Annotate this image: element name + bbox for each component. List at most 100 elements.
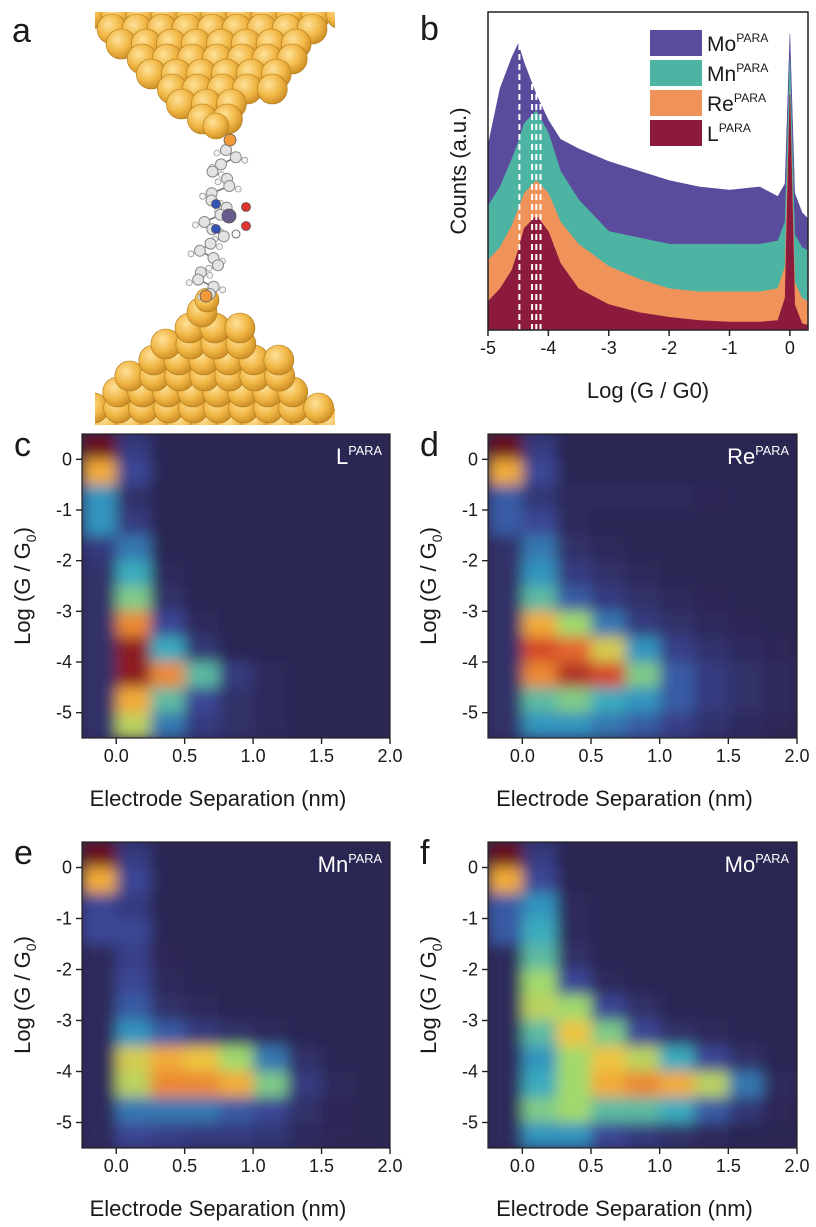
heatmap-cell bbox=[253, 995, 288, 1022]
heatmap-cell bbox=[218, 586, 254, 612]
heatmap-cell bbox=[728, 969, 764, 996]
y-tick-label: -1 bbox=[56, 909, 72, 929]
gold-atom bbox=[202, 112, 230, 140]
heatmap-cell bbox=[488, 662, 523, 688]
legend-label: MnPARA bbox=[707, 61, 769, 86]
heatmap-cell bbox=[287, 944, 323, 971]
heatmap-cell bbox=[116, 662, 152, 688]
heatmap-cell bbox=[150, 535, 186, 562]
x-tick-label: 0.5 bbox=[172, 1156, 197, 1176]
heatmap-cell bbox=[116, 1122, 152, 1148]
y-tick-label: -2 bbox=[462, 551, 478, 571]
y-tick-label: -5 bbox=[462, 1113, 478, 1133]
heatmap-cell bbox=[556, 893, 592, 920]
heatmap-cell bbox=[694, 510, 729, 536]
heatmap-cell bbox=[321, 712, 357, 738]
x-tick-label: 0.0 bbox=[510, 746, 535, 766]
heatmap-cell bbox=[184, 1071, 220, 1098]
molecular-junction-image bbox=[95, 12, 335, 425]
heatmap-cell bbox=[694, 687, 729, 714]
panel-inset-label-sup: PARA bbox=[348, 443, 382, 458]
heatmap-cell bbox=[728, 1122, 764, 1148]
heatmap-cell bbox=[82, 687, 117, 714]
heatmap-cell bbox=[625, 459, 661, 486]
heatmap-cell bbox=[287, 842, 323, 869]
heatmap-cell bbox=[694, 636, 729, 663]
panel-inset-label: LPARA bbox=[336, 443, 383, 469]
heatmap-cells bbox=[82, 842, 390, 1148]
heatmap-cell bbox=[321, 459, 357, 486]
x-tick-label: 1.0 bbox=[241, 1156, 266, 1176]
heatmap-cell bbox=[488, 535, 523, 562]
y-axis-label-end: ) bbox=[10, 527, 35, 534]
heatmap-cell bbox=[625, 1071, 661, 1098]
heatmap-cell bbox=[184, 484, 220, 511]
heatmap-cell bbox=[625, 1046, 661, 1073]
y-tick-label: -3 bbox=[462, 601, 478, 621]
heatmap-cell bbox=[287, 510, 323, 536]
heatmap-cell bbox=[694, 944, 729, 971]
heatmap-cell bbox=[253, 510, 288, 536]
heatmap-cell bbox=[150, 1122, 186, 1148]
heatmap-cell bbox=[116, 535, 152, 562]
heatmap-cell bbox=[762, 893, 797, 920]
heatmap-cell bbox=[659, 434, 695, 460]
heatmap-cell bbox=[488, 636, 523, 663]
heatmap-cell bbox=[287, 484, 323, 511]
heatmap-cell bbox=[762, 1046, 797, 1073]
heatmap-cell bbox=[184, 1020, 220, 1047]
heatmap-cell bbox=[355, 611, 390, 638]
panel-inset-label-base: Mo bbox=[725, 852, 756, 877]
hetero-atom bbox=[241, 221, 251, 231]
heatmap-cell bbox=[184, 636, 220, 663]
heatmap-cell bbox=[488, 995, 523, 1022]
heatmap-cell bbox=[82, 944, 117, 971]
heatmap-cell bbox=[287, 535, 323, 562]
heatmap-cell bbox=[184, 1046, 220, 1073]
heatmap-cell bbox=[488, 484, 523, 511]
heatmap-cell bbox=[591, 687, 626, 714]
heatmap-cell bbox=[762, 560, 797, 587]
heatmap-cell bbox=[321, 636, 357, 663]
heatmap-cell bbox=[625, 636, 661, 663]
plot-frame bbox=[487, 11, 809, 331]
x-tick-label: 2.0 bbox=[377, 1156, 402, 1176]
heatmap bbox=[488, 842, 797, 1148]
heatmap-cell bbox=[694, 535, 729, 562]
heatmap-cell bbox=[116, 611, 152, 638]
heatmap-cell bbox=[762, 918, 797, 945]
heatmap-cell bbox=[659, 687, 695, 714]
heatmap-cell bbox=[659, 893, 695, 920]
heatmap-cell bbox=[253, 636, 288, 663]
heatmap-cell bbox=[522, 687, 558, 714]
heatmap-cell bbox=[218, 687, 254, 714]
heatmap-cell bbox=[694, 1071, 729, 1098]
heatmap-cell bbox=[762, 586, 797, 612]
heatmap-cell bbox=[150, 636, 186, 663]
panel-inset-label-sup: PARA bbox=[755, 443, 789, 458]
heatmap-cell bbox=[762, 510, 797, 536]
hydrogen-atom bbox=[219, 286, 227, 294]
panel-inset-label: MoPARA bbox=[725, 851, 790, 877]
heatmap-cell bbox=[762, 636, 797, 663]
y-tick-label: 0 bbox=[62, 858, 72, 878]
heatmap-cell bbox=[218, 969, 254, 996]
heatmap-cell bbox=[556, 918, 592, 945]
heatmap-cell bbox=[116, 1020, 152, 1047]
hetero-atom bbox=[221, 208, 237, 224]
y-axis-label-main: Log (G / G bbox=[10, 542, 35, 645]
heatmap-cell bbox=[150, 995, 186, 1022]
heatmap-cell bbox=[355, 893, 390, 920]
panel-inset-label: MnPARA bbox=[318, 851, 383, 877]
heatmap-cell bbox=[556, 1046, 592, 1073]
heatmap-cell bbox=[116, 867, 152, 894]
heatmap-cell bbox=[488, 1122, 523, 1148]
heatmap-cell bbox=[762, 1071, 797, 1098]
y-tick-label: -1 bbox=[56, 500, 72, 520]
x-axis-label: Electrode Separation (nm) bbox=[90, 786, 347, 811]
heatmap-cell bbox=[694, 842, 729, 869]
heatmap-cell bbox=[522, 1097, 558, 1124]
heatmap-cell bbox=[253, 842, 288, 869]
heatmap-cell bbox=[556, 535, 592, 562]
heatmap-cell bbox=[287, 893, 323, 920]
